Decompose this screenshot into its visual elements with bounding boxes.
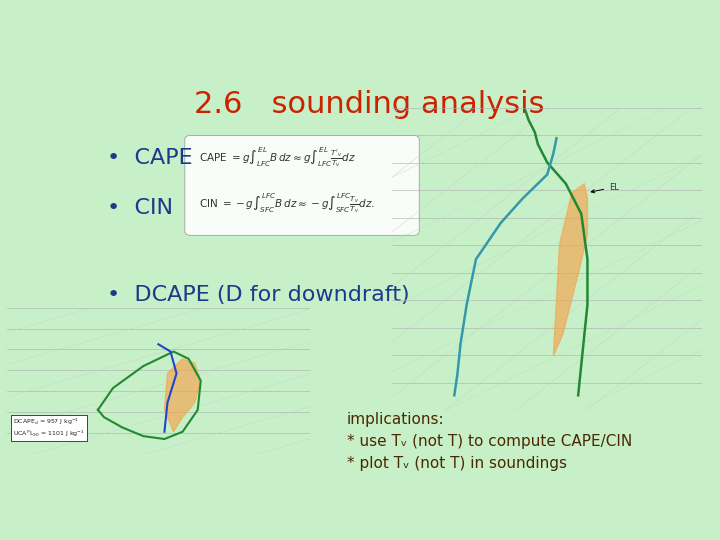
Text: 2.6   sounding analysis: 2.6 sounding analysis xyxy=(194,90,544,119)
Text: •  CIN: • CIN xyxy=(107,198,173,218)
Text: •  CAPE: • CAPE xyxy=(107,148,192,168)
Text: EL: EL xyxy=(591,183,619,193)
Text: implications:
* use Tᵥ (not T) to compute CAPE/CIN
* plot Tᵥ (not T) in sounding: implications: * use Tᵥ (not T) to comput… xyxy=(347,412,632,471)
Polygon shape xyxy=(554,184,588,356)
Text: •  DCAPE (D for downdraft): • DCAPE (D for downdraft) xyxy=(107,285,410,305)
FancyBboxPatch shape xyxy=(185,136,419,235)
Text: DCAPE$_d$ = 957 J kg$^{-1}$
UCA$^{P}$L$_{90}$ = 1101 J kg$^{-1}$: DCAPE$_d$ = 957 J kg$^{-1}$ UCA$^{P}$L$_… xyxy=(13,417,85,439)
Polygon shape xyxy=(164,359,201,432)
Text: CAPE $= g\int_{LFC}^{EL} B\, dz \approx g\int_{LFC}^{EL} \frac{T'_v}{T_v} dz$: CAPE $= g\int_{LFC}^{EL} B\, dz \approx … xyxy=(199,146,356,170)
Text: CIN $= -g\int_{SFC}^{LFC} B\, dz \approx -g\int_{SFC}^{LFC} \frac{T_v}{T_v} dz.$: CIN $= -g\int_{SFC}^{LFC} B\, dz \approx… xyxy=(199,192,375,215)
